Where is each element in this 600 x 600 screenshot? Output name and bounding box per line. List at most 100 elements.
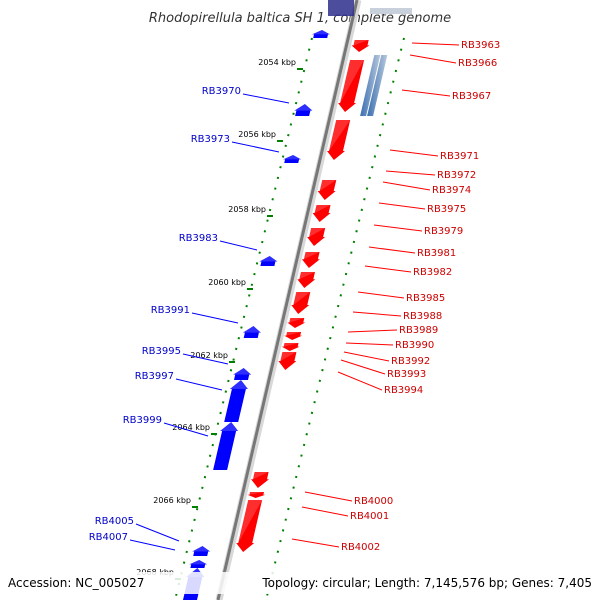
genome-backbone [216,0,359,600]
gene-leader-line [357,291,405,299]
gene-leader-line [373,224,423,232]
gene-leader-line [129,539,176,551]
gene-label-plus[interactable]: RB3992 [391,356,430,367]
rna-feature-2 [367,55,388,116]
kbp-tick-label: 2058 kbp [228,205,266,214]
gene-label-plus[interactable]: RB4002 [341,542,380,553]
gene-leader-line [291,538,340,548]
gene-label-plus[interactable]: RB3988 [403,311,442,322]
gene-label-plus[interactable]: RB3963 [461,40,500,51]
gene-label-minus[interactable]: RB3970 [202,86,241,97]
gene-leader-line [175,378,223,391]
gene-leader-line [364,265,412,273]
plus-gene-arrow-14-shade [253,472,269,480]
minus-gene-arrow-4-shade [259,256,278,262]
gene-leader-line [345,342,394,346]
plus-gene-arrow-10-shade [289,318,305,323]
gene-leader-line [385,170,436,176]
plus-gene-arrow-5 [312,205,331,222]
gene-label-plus[interactable]: RB3993 [387,369,426,380]
gene-leader-line [352,311,402,317]
gene-label-plus[interactable]: RB3972 [437,170,476,181]
plus-gene-arrow-6 [307,228,326,246]
gene-leader-line [231,141,280,153]
gene-label-plus[interactable]: RB3985 [406,293,445,304]
gene-label-plus[interactable]: RB3989 [399,325,438,336]
gene-label-minus[interactable]: RB3995 [142,346,181,357]
plus-gene-arrow-7 [301,252,320,268]
plus-gene-arrow-8 [297,272,316,288]
plus-gene-arrow-9 [291,292,311,314]
minus-gene-arrow-4 [259,256,278,266]
gene-leader-line [343,351,390,362]
partial-gene-top-right [370,8,412,14]
gene-leader-line [389,149,439,157]
plus-gene-arrow-14 [251,472,269,488]
gene-label-plus[interactable]: RB3974 [432,185,471,196]
minus-gene-arrow-7-shade [229,380,248,389]
gene-leader-line [301,506,349,517]
minus-gene-arrow-7 [224,380,248,422]
gene-label-plus[interactable]: RB3982 [413,267,452,278]
plus-gene-arrow-16-shade [238,500,263,543]
minus-gene-arrow-6-shade [233,368,252,375]
gene-label-minus[interactable]: RB3999 [123,415,162,426]
kbp-tick-label: 2060 kbp [208,278,246,287]
gene-label-minus[interactable]: RB3973 [191,134,230,145]
gene-label-plus[interactable]: RB3994 [384,385,423,396]
plus-gene-arrow-4-shade [319,180,337,191]
gene-label-minus[interactable]: RB3997 [135,371,174,382]
gene-label-plus[interactable]: RB3981 [417,248,456,259]
minus-gene-arrow-9-shade [192,546,211,552]
minus-gene-arrow-1 [312,30,330,38]
plus-gene-arrow-10 [287,318,306,328]
plus-gene-arrow-4 [317,180,337,200]
gene-leader-line [242,93,290,104]
kbp-tick-label: 2066 kbp [153,496,191,505]
plus-gene-arrow-9-shade [293,292,311,305]
gene-label-plus[interactable]: RB3966 [458,58,497,69]
gene-leader-line [340,359,386,375]
plus-gene-arrow-1 [351,40,370,52]
gene-label-plus[interactable]: RB3990 [395,340,434,351]
gene-label-plus[interactable]: RB3967 [452,91,491,102]
gene-label-plus[interactable]: RB4000 [354,496,393,507]
plus-gene-arrow-12 [281,343,300,351]
minus-gene-arrow-8 [213,422,239,470]
gene-leader-line [337,371,383,391]
minus-gene-arrow-9 [192,546,211,556]
plus-gene-arrow-11 [284,332,303,340]
gene-leader-line [382,181,431,191]
plus-gene-arrow-3 [327,120,351,160]
gene-leader-line [347,329,398,333]
gene-label-plus[interactable]: RB3975 [427,204,466,215]
gene-label-minus[interactable]: RB3983 [179,233,218,244]
gene-label-plus[interactable]: RB4001 [350,511,389,522]
plus-gene-arrow-3-shade [329,120,351,151]
gene-leader-line [411,42,460,46]
minus-gene-arrow-2 [294,104,313,116]
partial-gene-top [328,0,354,16]
minus-gene-arrow-8-shade [220,422,239,431]
gene-leader-line [409,54,457,64]
minus-gene-arrow-5 [242,326,261,338]
plus-gene-arrow-8-shade [299,272,315,280]
gene-label-minus[interactable]: RB3991 [151,305,190,316]
kbp-tick-label: 2064 kbp [172,423,210,432]
minus-gene-arrow-2-shade [294,104,313,111]
plus-gene-arrow-2 [338,60,365,112]
gene-leader-line [401,89,451,97]
minus-gene-arrow-3-shade [283,155,302,160]
accession-text: Accession: NC_005027 [8,576,144,590]
gene-label-minus[interactable]: RB4007 [89,532,128,543]
gene-leader-line [378,202,426,210]
minus-gene-arrow-5-shade [242,326,261,333]
gene-label-plus[interactable]: RB3979 [424,226,463,237]
gene-label-minus[interactable]: RB4005 [95,516,134,527]
minus-gene-arrow-3 [283,155,302,163]
plus-gene-arrow-2-shade [340,60,365,103]
kbp-tick-label: 2054 kbp [258,58,296,67]
gene-label-plus[interactable]: RB3971 [440,151,479,162]
